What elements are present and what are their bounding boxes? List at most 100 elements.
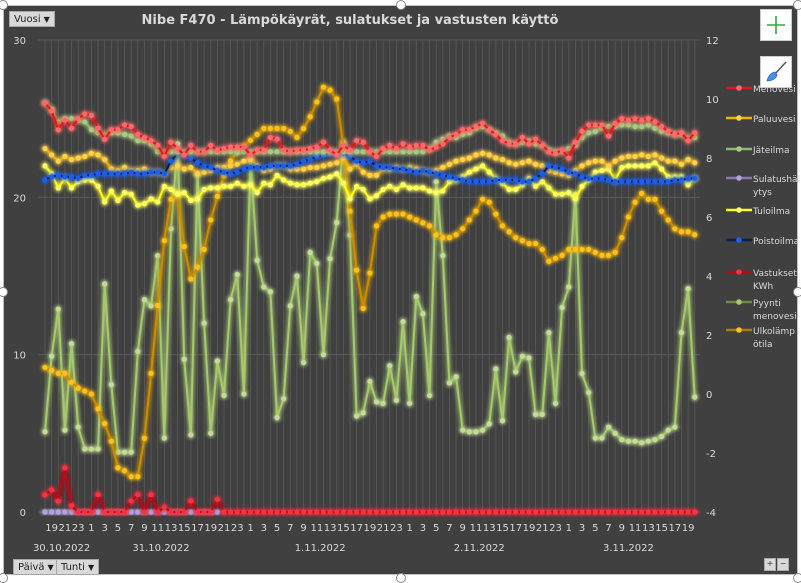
data-point [360,186,366,193]
data-point [546,330,552,336]
data-point [665,217,671,223]
data-point [380,509,386,515]
hour-field-button[interactable]: Tunti ▼ [56,559,100,575]
legend-swatch-dot [736,175,742,181]
data-point [625,438,632,444]
legend-item: Jäteilma [726,146,790,156]
data-point [108,188,114,194]
data-point [88,509,95,515]
data-point [55,172,61,178]
data-point [340,149,346,155]
x-tick-label: 3 [420,523,426,534]
data-point [42,177,48,183]
y2-tick-label: -4 [706,508,716,519]
data-point [108,509,114,515]
series-ulkol-mp-tila [42,84,698,480]
data-point [619,122,625,128]
expand-field-button[interactable]: + [764,558,776,571]
data-point [605,133,612,139]
data-point [446,235,453,241]
data-point [194,509,201,515]
data-point [400,211,406,217]
data-point [473,123,479,130]
resize-handle-left[interactable] [0,287,8,297]
data-point [420,311,426,317]
data-point [155,302,161,309]
data-point [307,249,313,255]
data-point [632,509,638,515]
data-point [407,167,413,174]
data-point [460,131,466,137]
data-point [387,211,393,217]
data-point [652,160,658,166]
chart-area[interactable] [3,5,798,575]
data-point [294,509,300,515]
data-point [479,196,486,202]
data-point [546,167,552,174]
data-point [62,427,68,433]
dropdown-arrow-icon: ▼ [47,563,54,572]
data-point [135,131,141,137]
data-point [625,179,632,185]
data-point [479,427,486,433]
resize-handle-right[interactable] [793,287,801,297]
data-point [194,149,201,155]
collapse-field-button[interactable]: − [777,558,789,571]
data-point [55,370,61,376]
data-point [519,509,525,515]
data-point [135,492,141,498]
legend-swatch-dot [736,327,742,333]
data-point [625,153,632,160]
x-tick-label: 19 [45,523,58,534]
data-point [68,185,75,191]
data-point [645,122,651,128]
legend-item: Paluuvesi [726,115,796,125]
data-point [155,509,161,515]
data-point [665,158,671,164]
data-point [619,116,625,122]
dropdown-arrow-icon: ▼ [43,15,50,24]
data-point [360,169,366,175]
day-field-button[interactable]: Päivä ▼ [13,559,59,575]
chart-elements-button[interactable] [760,9,792,41]
data-point [208,430,214,436]
data-point [88,127,95,133]
data-point [612,509,618,515]
data-point [672,177,678,183]
data-point [247,152,254,158]
x-tick-label: 13 [483,523,496,534]
data-point [678,130,685,136]
data-point [181,166,187,172]
data-point [228,144,234,150]
data-point [55,306,61,312]
data-point [82,509,88,515]
series-tuloilma [42,160,698,208]
resize-handle-bottom-left[interactable] [0,573,8,583]
data-point [645,196,651,202]
resize-handle-top-right[interactable] [793,0,801,10]
x-tick-label: 13 [642,523,655,534]
data-point [519,238,525,244]
data-point [652,179,658,185]
data-point [327,161,333,167]
resize-handle-bottom-right[interactable] [793,573,801,583]
data-point [327,147,333,153]
data-point [692,134,698,141]
hour-field-label: Tunti [61,562,85,573]
data-point [599,435,605,441]
data-point [678,509,685,515]
data-point [605,163,612,169]
resize-handle-top[interactable] [396,0,406,10]
data-point [241,166,247,172]
data-point [241,183,247,189]
year-filter-button[interactable]: Vuosi ▼ [9,11,55,27]
resize-handle-top-left[interactable] [0,0,8,10]
x-tick-label: 23 [549,523,562,534]
data-point [261,147,267,153]
data-point [188,432,194,438]
chart-styles-button[interactable] [760,56,792,88]
resize-handle-bottom[interactable] [396,573,406,583]
x-date-label: 30.10.2022 [33,543,90,554]
data-point [446,509,453,515]
